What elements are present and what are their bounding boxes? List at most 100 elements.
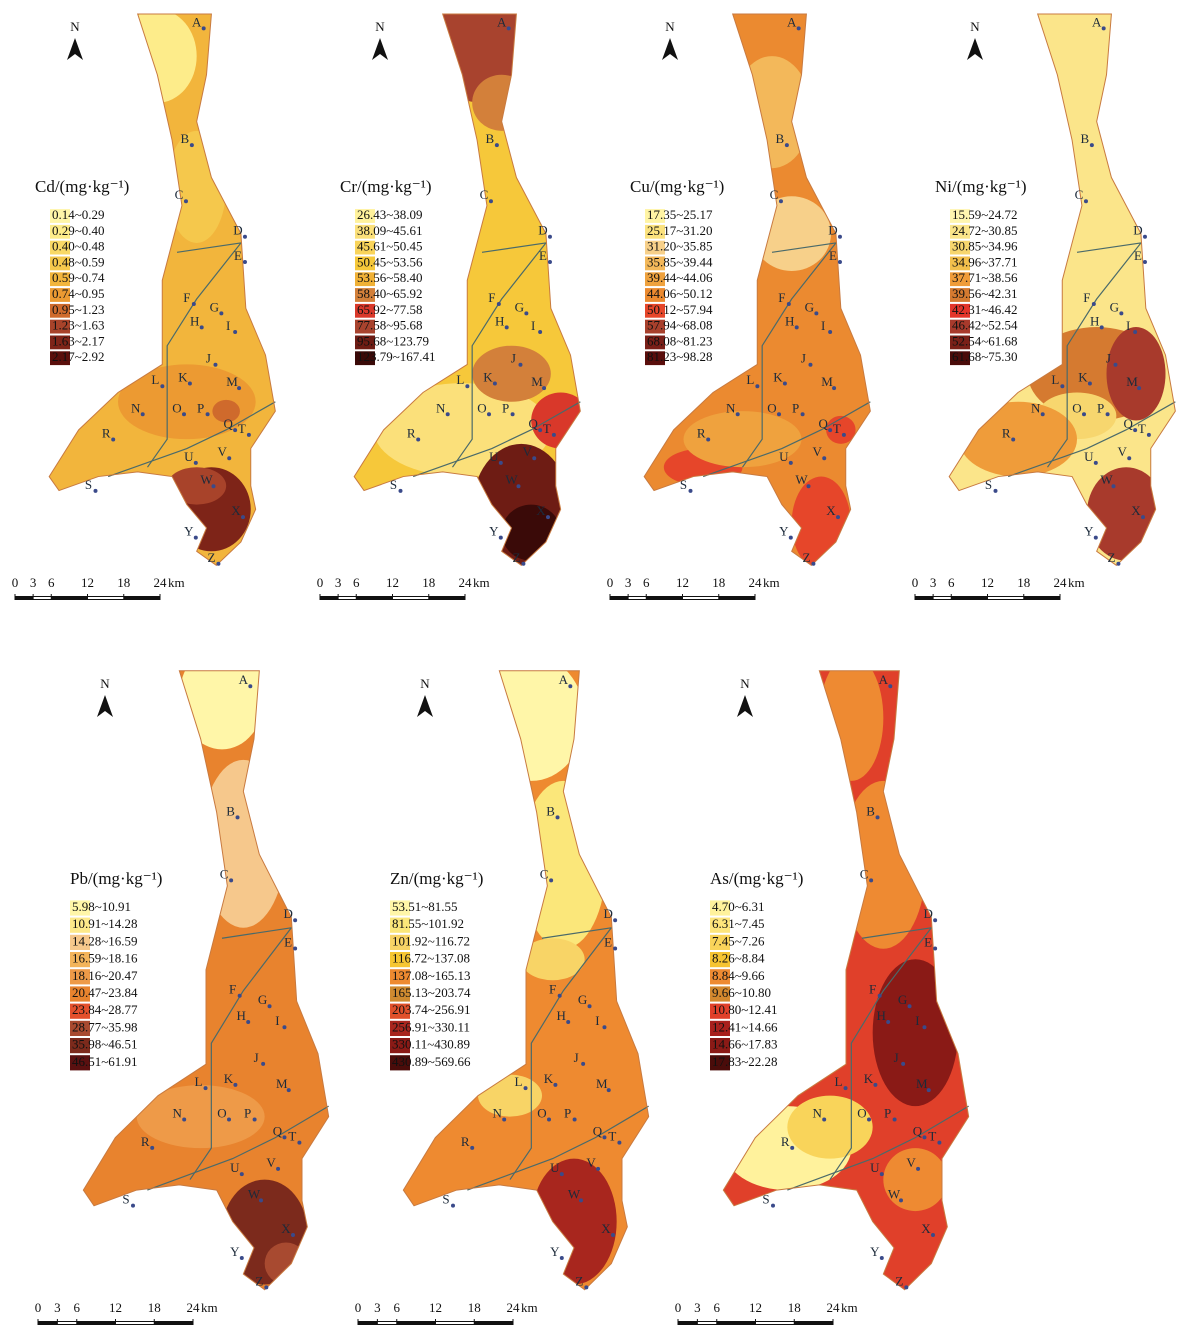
legend-label: 0.48~0.59 xyxy=(52,254,105,269)
site-marker xyxy=(497,302,501,306)
legend-label: 23.84~28.77 xyxy=(72,1002,138,1017)
legend-label: 9.66~10.80 xyxy=(712,985,771,1000)
legend-label: 26.43~38.09 xyxy=(357,207,423,222)
site-marker xyxy=(814,311,818,315)
site-marker xyxy=(893,1118,897,1122)
legend-label: 165.13~203.74 xyxy=(392,985,471,1000)
site-marker xyxy=(808,363,812,367)
site-marker xyxy=(611,1233,615,1237)
site-marker xyxy=(507,26,511,30)
site-marker xyxy=(568,684,572,688)
scale-label: 12 xyxy=(386,575,399,590)
legend-label: 39.56~42.31 xyxy=(952,286,1018,301)
site-label: T xyxy=(928,1129,936,1144)
site-marker xyxy=(1116,562,1120,566)
site-label: X xyxy=(921,1221,931,1236)
legend-label: 430.89~569.66 xyxy=(392,1054,471,1069)
site-marker xyxy=(613,918,617,922)
site-label: N xyxy=(1031,400,1041,415)
site-label: Y xyxy=(870,1244,880,1259)
site-label: D xyxy=(283,906,292,921)
site-marker xyxy=(1084,199,1088,203)
site-label: N xyxy=(726,400,736,415)
site-marker xyxy=(291,1233,295,1237)
legend-label: 46.42~52.54 xyxy=(952,318,1018,333)
site-marker xyxy=(755,384,759,388)
site-marker xyxy=(789,536,793,540)
site-label: P xyxy=(197,400,204,415)
site-label: H xyxy=(877,1008,886,1023)
scale-label: 24 xyxy=(827,1300,841,1315)
zone xyxy=(521,781,606,949)
scale-segment xyxy=(697,1322,716,1324)
site-marker xyxy=(931,1233,935,1237)
site-label: Q xyxy=(593,1123,603,1138)
site-marker xyxy=(511,412,515,416)
site-label: H xyxy=(1090,313,1099,328)
scale-unit: km xyxy=(1068,575,1085,590)
legend-label: 81.55~101.92 xyxy=(392,916,464,931)
site-label: N xyxy=(131,400,141,415)
site-label: F xyxy=(229,982,236,997)
site-label: L xyxy=(151,372,159,387)
site-label: H xyxy=(785,313,794,328)
site-marker xyxy=(779,199,783,203)
site-label: E xyxy=(1134,248,1142,263)
scale-segment xyxy=(436,1322,475,1324)
site-label: R xyxy=(781,1134,790,1149)
site-label: K xyxy=(544,1071,554,1086)
site-marker xyxy=(1088,381,1092,385)
legend-label: 44.06~50.12 xyxy=(647,286,713,301)
scale-label: 6 xyxy=(714,1300,721,1315)
site-label: Q xyxy=(223,416,233,431)
legend-title: Cr/(mg·kg⁻¹) xyxy=(340,177,432,196)
scale-unit: km xyxy=(763,575,780,590)
site-marker xyxy=(556,815,560,819)
scale-label: 24 xyxy=(187,1300,201,1315)
site-marker xyxy=(206,412,210,416)
site-label: Y xyxy=(184,524,194,539)
site-label: O xyxy=(537,1106,546,1121)
site-marker xyxy=(213,363,217,367)
site-label: A xyxy=(879,672,889,687)
legend-label: 28.77~35.98 xyxy=(72,1019,138,1034)
legend-label: 256.91~330.11 xyxy=(392,1019,470,1034)
zone xyxy=(959,402,1077,477)
legend-label: 10.91~14.28 xyxy=(72,916,138,931)
zone xyxy=(179,645,264,750)
site-label: P xyxy=(884,1106,891,1121)
legend-label: 52.54~61.68 xyxy=(952,333,1018,348)
site-marker xyxy=(553,1083,557,1087)
scale-segment xyxy=(628,597,646,599)
scale-label: 18 xyxy=(1017,575,1030,590)
legend-label: 31.20~35.85 xyxy=(647,239,713,254)
site-label: D xyxy=(603,906,612,921)
scale-unit: km xyxy=(168,575,185,590)
site-marker xyxy=(777,412,781,416)
site-marker xyxy=(771,1204,775,1208)
scale-label: 6 xyxy=(948,575,955,590)
site-marker xyxy=(160,384,164,388)
north-arrow xyxy=(662,38,678,60)
site-marker xyxy=(240,1172,244,1176)
site-label: D xyxy=(828,223,837,238)
site-marker xyxy=(233,330,237,334)
site-label: U xyxy=(184,449,194,464)
site-label: E xyxy=(829,248,837,263)
scale-label: 3 xyxy=(335,575,342,590)
legend-label: 2.17~2.92 xyxy=(52,349,105,364)
legend-label: 65.92~77.58 xyxy=(357,302,423,317)
site-label: I xyxy=(915,1013,919,1028)
scale-label: 24 xyxy=(154,575,168,590)
scale-label: 12 xyxy=(981,575,994,590)
scale-unit: km xyxy=(521,1300,538,1315)
site-marker xyxy=(908,1004,912,1008)
site-marker xyxy=(487,412,491,416)
site-label: U xyxy=(870,1160,880,1175)
site-label: F xyxy=(869,982,876,997)
scale-label: 0 xyxy=(35,1300,42,1315)
scale-unit: km xyxy=(841,1300,858,1315)
site-label: V xyxy=(266,1155,276,1170)
site-label: S xyxy=(762,1192,769,1207)
legend-label: 35.98~46.51 xyxy=(72,1037,138,1052)
